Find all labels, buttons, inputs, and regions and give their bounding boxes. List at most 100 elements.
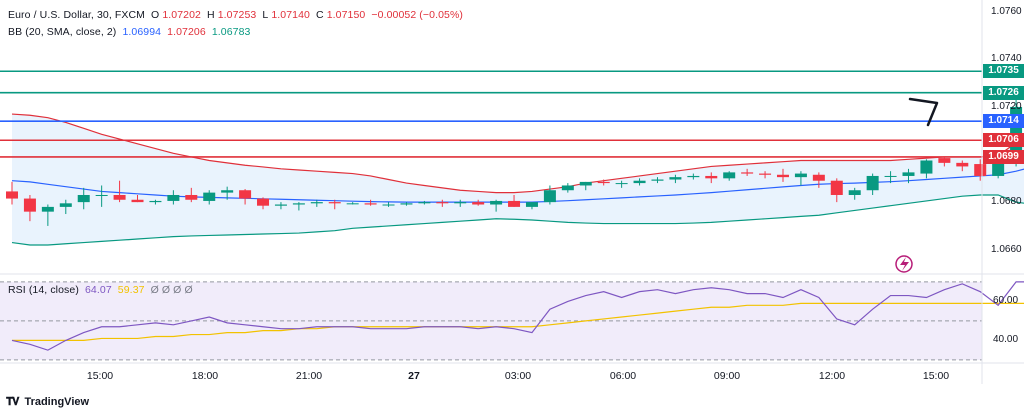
bollinger-fill	[12, 114, 1024, 245]
candle-body	[436, 202, 449, 204]
candle	[436, 199, 449, 207]
price-tick-label: 1.0720	[991, 100, 1022, 112]
candle	[687, 173, 700, 180]
legend-o-label: O	[151, 9, 160, 21]
candle-body	[328, 202, 341, 204]
candle-body	[59, 203, 72, 207]
legend-symbol[interactable]: Euro / U.S. Dollar, 30, FXCM	[8, 9, 146, 21]
candle	[400, 202, 413, 206]
candle	[830, 178, 843, 203]
candle-body	[454, 202, 467, 204]
candle	[974, 159, 987, 181]
candle	[274, 202, 287, 210]
candle-body	[974, 164, 987, 176]
candle-body	[848, 190, 861, 195]
candle	[185, 187, 198, 203]
candle	[203, 190, 216, 205]
candle-body	[884, 175, 897, 177]
candle-body	[525, 202, 538, 207]
candle-body	[794, 173, 807, 178]
candle	[615, 180, 628, 188]
candle	[221, 186, 234, 200]
rsi-ma-value: 59.37	[117, 284, 145, 296]
candle-body	[579, 181, 592, 186]
legend-c-label: C	[316, 9, 324, 21]
candle-body	[382, 204, 395, 206]
candle-body	[705, 175, 718, 179]
legend-open: 1.07202	[162, 9, 201, 21]
candle	[292, 202, 305, 211]
price-tag: 1.0706	[983, 133, 1024, 148]
bb-label[interactable]: BB (20, SMA, close, 2)	[8, 26, 117, 38]
time-tick-label: 15:00	[86, 370, 114, 382]
arrow-annotation	[908, 97, 939, 127]
candle-body	[23, 198, 36, 212]
legend-bb: BB (20, SMA, close, 2) 1.06994 1.07206 1…	[8, 26, 253, 38]
price-tag: 1.0735	[983, 64, 1024, 79]
candle-body	[920, 160, 933, 174]
candle-body	[6, 191, 18, 199]
legend-l-label: L	[262, 9, 269, 21]
legend-close: 1.07150	[326, 9, 366, 21]
candle-body	[203, 192, 216, 201]
tradingview-logo-icon: 𝐓𝐕	[6, 396, 19, 408]
tradingview-brand[interactable]: 𝐓𝐕 TradingView	[6, 396, 89, 409]
candle	[938, 156, 951, 167]
candle	[364, 199, 377, 206]
candle	[741, 168, 754, 176]
candle	[776, 168, 789, 182]
candle-body	[149, 200, 162, 203]
candle-body	[239, 190, 252, 199]
candle-body	[992, 160, 1005, 176]
candle-body	[95, 194, 108, 196]
candle	[6, 181, 18, 205]
time-tick-label: 15:00	[922, 370, 950, 382]
price-tick-label: 1.0760	[991, 5, 1022, 17]
candle-body	[830, 180, 843, 195]
bollinger-band-fills	[12, 114, 1024, 245]
candle-body	[543, 190, 556, 203]
candle-body	[561, 185, 574, 191]
candle	[59, 199, 72, 215]
candle	[633, 178, 646, 186]
candle	[956, 160, 969, 172]
annotations	[895, 97, 939, 273]
time-tick-label: 12:00	[818, 370, 846, 382]
price-tick-label: 1.0680	[991, 196, 1022, 208]
candle-body	[723, 172, 736, 179]
candle-body	[633, 180, 646, 184]
candle-body	[472, 202, 485, 205]
candle	[561, 183, 574, 193]
candle	[579, 181, 592, 191]
candle	[794, 171, 807, 186]
time-tick-label: 09:00	[713, 370, 741, 382]
candle	[490, 199, 503, 212]
candle-body	[597, 181, 610, 184]
legend-high: 1.07253	[217, 9, 257, 21]
candle	[77, 187, 90, 210]
candle-body	[866, 175, 879, 191]
candle	[346, 202, 359, 205]
rsi-label[interactable]: RSI (14, close)	[8, 284, 79, 296]
candle	[382, 202, 395, 207]
candle	[454, 199, 467, 207]
candle-body	[776, 174, 789, 178]
candle-body	[669, 177, 682, 180]
candle-body	[418, 202, 431, 204]
price-tag: 1.0699	[983, 149, 1024, 164]
candle	[848, 187, 861, 200]
candle-body	[167, 194, 180, 201]
candle	[669, 174, 682, 184]
candle-body	[185, 194, 198, 200]
candle-body	[490, 200, 503, 205]
candle	[149, 199, 162, 205]
candle	[866, 173, 879, 195]
candle-body	[400, 203, 413, 205]
candle-body	[938, 158, 951, 163]
candle	[257, 197, 270, 210]
candle-body	[274, 204, 287, 206]
candle-body	[812, 174, 825, 181]
bb-mid-value: 1.06994	[122, 26, 162, 38]
